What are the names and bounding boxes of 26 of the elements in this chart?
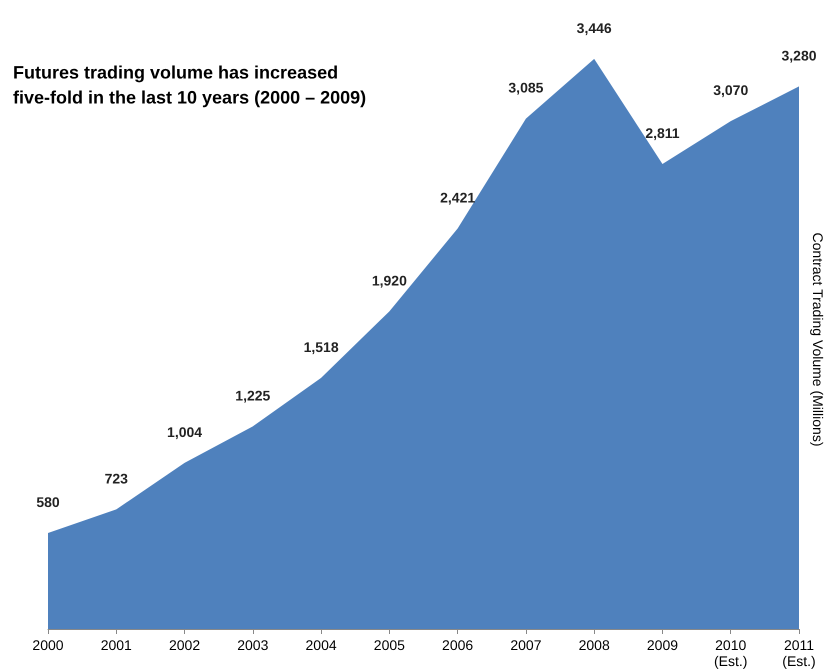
data-label: 3,070	[713, 82, 748, 98]
data-label: 1,920	[372, 272, 408, 288]
x-tick-label: 2004	[306, 637, 337, 653]
x-tick-label: 2011 (Est.)	[782, 637, 816, 669]
data-label: 2,421	[440, 189, 476, 206]
data-label: 580	[36, 494, 60, 510]
x-tick-label: 2008	[578, 637, 610, 653]
x-tick-label: 2002	[168, 637, 200, 653]
x-tick-label: 2006	[442, 637, 474, 653]
x-tick-label: 2009	[646, 637, 678, 653]
x-tick-label: 2001	[100, 637, 132, 653]
data-label: 2,811	[645, 124, 680, 141]
data-label: 1,004	[167, 424, 202, 440]
x-tick-label: 2000	[32, 637, 64, 653]
text: Futures trading volume has increased five-fold in the last 10 years (2000 – 2009)	[13, 62, 366, 108]
data-label: 3,085	[508, 80, 544, 96]
data-label: 3,280	[781, 47, 817, 64]
x-tick-label: 2005	[374, 637, 406, 653]
x-tick-label: 2007	[510, 637, 542, 653]
y-axis-title: Contract Trading Volume (Millions)	[810, 232, 826, 446]
x-tick-label: 2010 (Est.)	[714, 637, 748, 669]
x-tick-label: 2003	[237, 637, 269, 653]
data-label: 1,225	[235, 387, 271, 404]
data-label: 723	[104, 470, 128, 486]
data-label: 3,446	[576, 20, 612, 36]
data-label: 1,518	[304, 338, 339, 355]
